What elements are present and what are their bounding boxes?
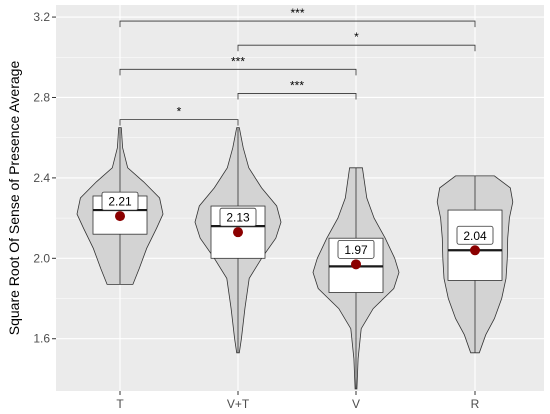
bracket-T-V+T	[119, 119, 239, 126]
bracket-T-V	[119, 68, 357, 76]
mean-label-V+T: 2.13	[226, 211, 250, 225]
mean-label-box	[101, 191, 139, 211]
mean-label-box	[456, 225, 494, 245]
bracket-T-R	[119, 20, 476, 28]
x-tick-label: R	[471, 397, 480, 411]
mean-label-V: 1.97	[344, 243, 368, 257]
mean-label-R: 2.04	[463, 229, 487, 243]
bracket-V+T-R	[237, 44, 476, 52]
bracket-V+T-V	[237, 93, 357, 100]
y-tick-label: 2.0	[33, 251, 50, 265]
y-tick-label: 3.2	[33, 10, 50, 24]
significance-label: *	[177, 105, 182, 119]
mean-labels: 2.21 2.13 1.97 2.04	[101, 191, 494, 259]
mean-point-T	[115, 211, 125, 222]
mean-label-box	[337, 239, 375, 259]
mean-label-T: 2.21	[108, 195, 132, 209]
significance-label: ***	[290, 78, 304, 92]
y-tick-label: 2.4	[33, 171, 50, 185]
x-tick-label: V	[352, 397, 360, 411]
significance-label: *	[354, 30, 359, 44]
significance-label: ***	[231, 54, 245, 68]
y-axis-title: Square Root Of Sense of Presence Average	[6, 61, 22, 336]
x-tick-label: T	[116, 397, 124, 411]
mean-point-V+T	[233, 227, 243, 238]
y-tick-label: 2.8	[33, 90, 50, 104]
y-axis-ticks: 1.6 2.0 2.4 2.8 3.2	[33, 10, 56, 346]
y-tick-label: 1.6	[33, 332, 50, 346]
mean-point-R	[470, 245, 480, 256]
x-axis-ticks: T V+T V R	[116, 391, 480, 411]
significance-label: ***	[290, 6, 304, 20]
significance-brackets: ***********	[119, 6, 476, 126]
x-tick-label: V+T	[227, 397, 250, 411]
mean-point-V	[351, 259, 361, 270]
mean-points	[115, 211, 480, 270]
mean-label-box	[219, 207, 257, 227]
box-R	[447, 209, 503, 281]
